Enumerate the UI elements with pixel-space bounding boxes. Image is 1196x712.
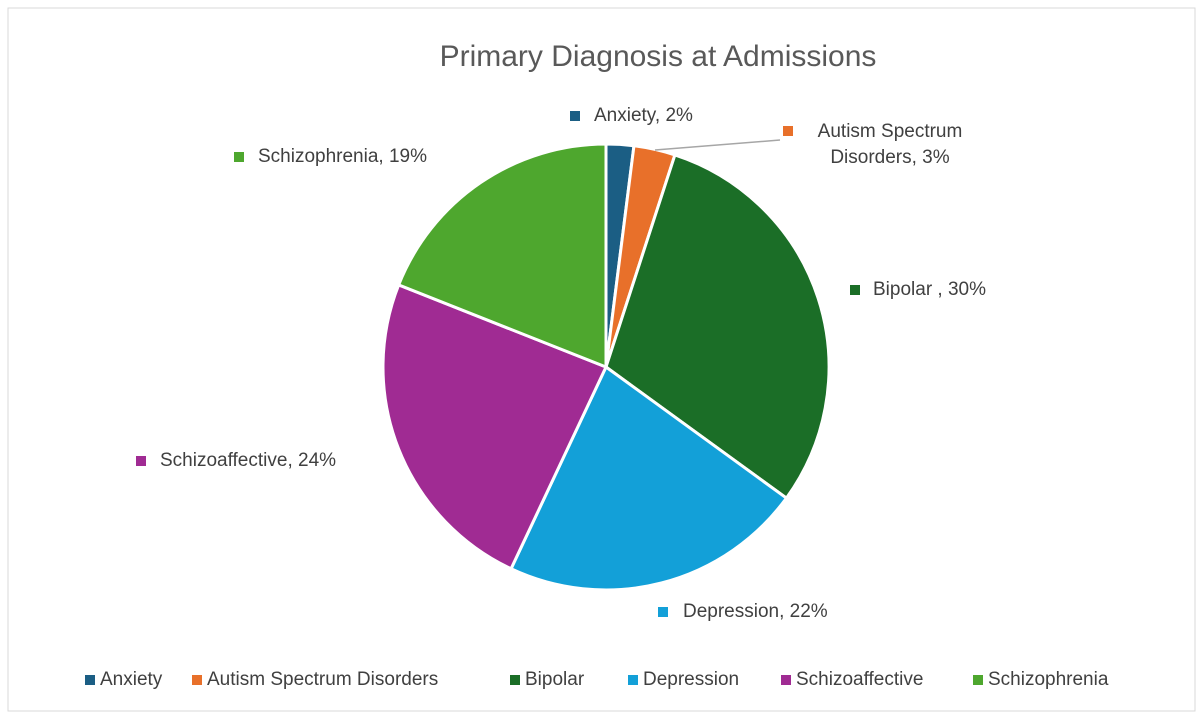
chart-title: Primary Diagnosis at Admissions [440,40,877,73]
legend-swatch [781,675,791,685]
data-label: Schizophrenia, 19% [258,146,427,167]
data-label: Autism Spectrum Disorders, 3% [817,121,963,168]
legend-label: Schizophrenia [988,669,1109,690]
data-label: Depression, 22% [683,601,828,622]
legend-label: Schizoaffective [796,669,923,690]
legend-swatch [510,675,520,685]
label-marker [136,456,146,466]
data-label: Anxiety, 2% [594,105,693,126]
legend-swatch [628,675,638,685]
pie-slice [604,153,831,501]
data-label: Bipolar , 30% [873,279,987,300]
legend-label: Anxiety [100,669,163,690]
label-marker [658,607,668,617]
legend-swatch [973,675,983,685]
pie-slice [396,142,608,370]
label-marker [234,152,244,162]
legend-label: Depression [643,669,739,690]
label-marker [850,285,860,295]
label-marker [783,126,793,136]
legend-label: Autism Spectrum Disorders [207,669,438,690]
label-marker [570,111,580,121]
legend-label: Bipolar [525,669,585,690]
legend-swatch [85,675,95,685]
data-label: Schizoaffective, 24% [160,450,337,471]
legend-swatch [192,675,202,685]
pie-slice [381,282,609,571]
leader-line [654,139,781,151]
